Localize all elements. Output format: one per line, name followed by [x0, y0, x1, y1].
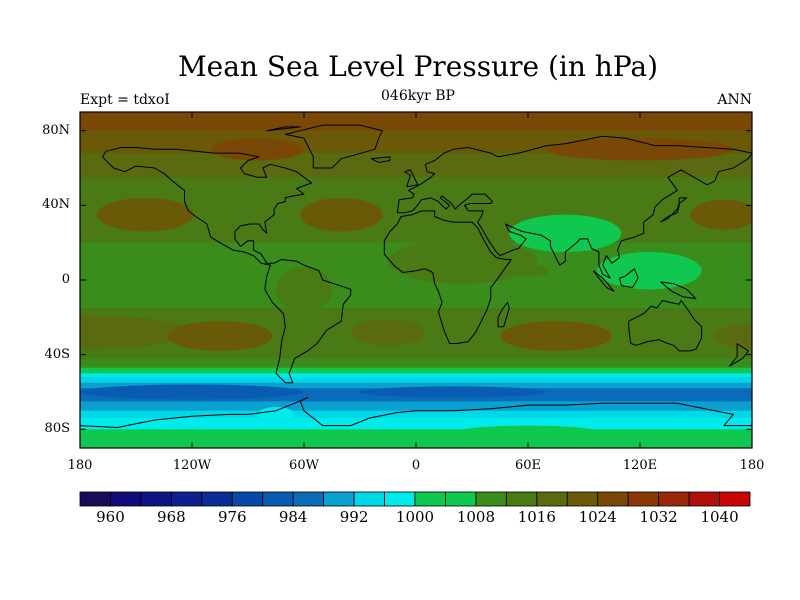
- colorbar-swatch: [262, 491, 294, 507]
- pressure-cell-16: [453, 425, 603, 441]
- colorbar-swatch: [170, 491, 203, 507]
- lat-tick-label: 40N: [42, 197, 70, 213]
- lat-tick-label: 80N: [42, 122, 70, 138]
- lon-tick-label: 120E: [622, 458, 658, 473]
- map-title: Mean Sea Level Pressure (in hPa): [177, 50, 659, 83]
- colorbar-swatch: [414, 491, 446, 507]
- coastline-0: [101, 147, 352, 384]
- pressure-cell-14: [546, 138, 734, 161]
- pressure-cell-18: [360, 386, 547, 398]
- colorbar-label: 1008: [456, 508, 495, 526]
- coastline-10: [619, 268, 639, 288]
- colorbar-swatch: [505, 491, 538, 507]
- colorbar-label: 992: [339, 508, 369, 526]
- pressure-band-8: [80, 373, 752, 378]
- pressure-band-12: [80, 401, 752, 412]
- colorbar-label: 1000: [395, 508, 435, 526]
- lat-tick-label: 0: [61, 272, 70, 287]
- colorbar-swatch: [323, 491, 355, 507]
- colorbar-swatch: [231, 491, 264, 507]
- colorbar-swatch: [566, 491, 599, 507]
- lon-tick-label: 0: [411, 458, 421, 473]
- pressure-cell-19: [257, 406, 295, 422]
- colorbar-swatch: [536, 491, 568, 507]
- colorbar-label: 1024: [578, 508, 617, 526]
- coastline-8: [660, 197, 688, 223]
- colorbar-label: 1040: [700, 508, 739, 526]
- colorbar-swatch: [597, 491, 629, 507]
- colorbar-swatch: [353, 491, 385, 507]
- colorbar-swatch: [292, 491, 325, 507]
- pressure-band-13: [80, 410, 752, 419]
- coastline-11: [660, 281, 697, 300]
- pressure-cell-0: [96, 197, 194, 232]
- pressure-cell-7: [500, 321, 612, 351]
- coastline-3: [383, 210, 512, 344]
- coastline-1: [284, 124, 383, 169]
- colorbar-label: 960: [96, 508, 125, 526]
- pressure-cell-8: [714, 322, 752, 350]
- colorbar-swatch: [445, 491, 477, 507]
- lon-tick-label: 180: [739, 458, 765, 473]
- coastline-9: [592, 270, 615, 292]
- colorbar-label: 976: [217, 508, 247, 526]
- coastline-13: [266, 126, 301, 132]
- pressure-cell-5: [167, 321, 273, 351]
- pressure-cell-2: [690, 199, 752, 230]
- pressure-band-7: [80, 367, 752, 374]
- lat-tick-label: 40S: [44, 346, 70, 362]
- pressure-cell-9: [509, 214, 622, 252]
- colorbar-swatch: [658, 491, 690, 507]
- pressure-band-10: [80, 382, 752, 389]
- pressure-cell-15: [192, 433, 528, 448]
- colorbar-swatch: [110, 491, 142, 507]
- colorbar-swatch: [140, 491, 172, 507]
- coastline-14: [729, 343, 749, 367]
- period-label: 046kyr BP: [381, 88, 455, 104]
- pressure-cell-17: [80, 384, 304, 400]
- lon-tick-label: 60W: [289, 458, 319, 473]
- colorbar-label: 968: [157, 508, 186, 526]
- pressure-cell-11: [388, 238, 538, 284]
- lat-tick-label: 80S: [44, 421, 70, 437]
- colorbar-label: 984: [278, 508, 308, 526]
- coastline-6: [80, 397, 752, 428]
- pressure-band-0: [80, 112, 752, 132]
- pressure-cell-13: [210, 138, 304, 161]
- lon-tick-label: 60E: [514, 458, 542, 473]
- pressure-cell-4: [80, 315, 192, 350]
- colorbar-swatch: [719, 491, 751, 507]
- experiment-label: Expt = tdxoI: [80, 92, 170, 108]
- colorbar-swatch: [384, 491, 416, 507]
- lon-tick-label: 120W: [172, 458, 212, 473]
- coastline-5: [497, 301, 510, 328]
- coastline-12: [370, 156, 391, 163]
- pressure-cell-1: [300, 197, 383, 232]
- coastline-4: [628, 300, 703, 352]
- pressure-cell-10: [597, 251, 702, 290]
- colorbar-swatch: [688, 491, 720, 507]
- pressure-cell-12: [276, 266, 332, 312]
- colorbar-label: 1016: [517, 508, 556, 526]
- season-label: ANN: [717, 92, 752, 108]
- colorbar-label: 1032: [639, 508, 678, 526]
- coastline-2: [396, 135, 752, 279]
- pressure-band-6: [80, 358, 752, 369]
- pressure-band-14: [80, 418, 752, 430]
- colorbar-swatch: [201, 491, 233, 507]
- colorbar-swatch: [475, 491, 507, 507]
- colorbar-swatch: [79, 491, 111, 507]
- colorbar-swatch: [627, 491, 660, 507]
- coastline-7: [404, 169, 419, 188]
- lon-tick-label: 180: [67, 458, 93, 473]
- pressure-cell-6: [350, 319, 426, 346]
- pressure-band-9: [80, 377, 752, 384]
